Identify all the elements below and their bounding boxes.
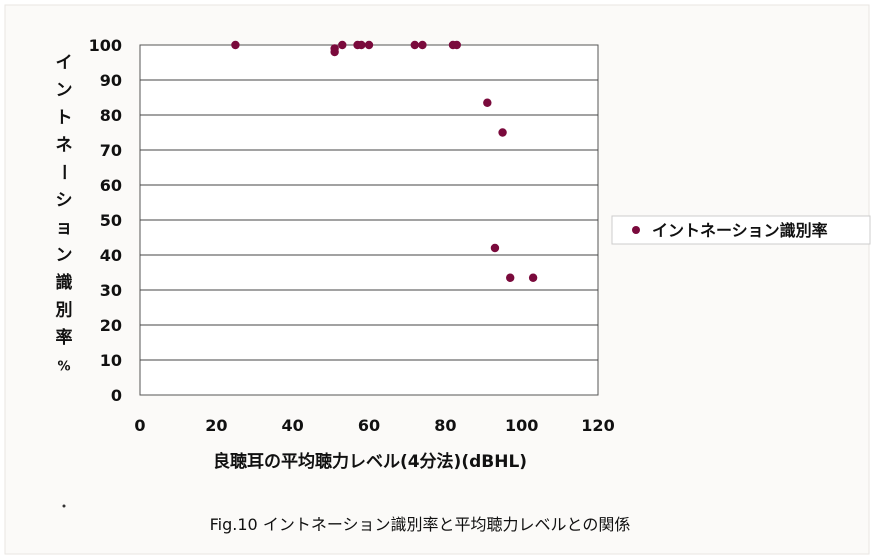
y-axis-title-char: ー — [53, 164, 73, 181]
x-axis-title: 良聴耳の平均聴力レベル(4分法)(dBHL) — [213, 451, 527, 472]
data-point — [528, 273, 538, 282]
y-axis-title-char: 別 — [55, 301, 73, 321]
gridlines — [140, 79, 598, 361]
data-point — [410, 40, 419, 50]
data-point — [338, 40, 347, 50]
data-point — [330, 47, 339, 57]
y-axis-title: イントネーション識別率% — [53, 53, 73, 375]
data-point — [364, 40, 374, 50]
y-axis-title-char: % — [57, 360, 70, 375]
y-axis-title-char: ト — [56, 108, 73, 128]
x-tick-label: 20 — [205, 416, 227, 435]
legend-marker — [632, 226, 640, 234]
x-tick-label: 0 — [134, 416, 145, 435]
x-tick-label: 80 — [434, 416, 456, 435]
data-point — [357, 40, 366, 50]
x-tick-label: 100 — [505, 416, 538, 435]
x-tick-label: 120 — [581, 416, 614, 435]
y-axis-ticks: 0 10 20 30 40 50 60 70 80 90 100 — [89, 36, 122, 405]
data-point — [418, 40, 427, 50]
y-tick-label: 20 — [100, 316, 122, 335]
data-point — [483, 98, 492, 107]
y-axis-title-char: イ — [56, 53, 73, 73]
x-tick-label: 40 — [282, 416, 304, 435]
figure-caption: Fig.10 イントネーション識別率と平均聴力レベルとの関係 — [210, 515, 631, 534]
data-points — [231, 40, 538, 282]
y-axis-title-char: ネ — [56, 136, 73, 156]
data-point — [452, 40, 461, 50]
y-tick-label: 10 — [100, 351, 122, 370]
speck-mark — [62, 504, 66, 508]
y-tick-label: 100 — [89, 36, 122, 55]
y-tick-label: 60 — [100, 176, 122, 195]
y-tick-label: 40 — [100, 246, 122, 265]
y-axis-title-char: ン — [56, 81, 73, 101]
y-tick-label: 90 — [100, 71, 122, 90]
data-point — [231, 40, 240, 50]
y-tick-label: 30 — [100, 281, 122, 300]
legend-label: イントネーション識別率 — [652, 221, 828, 240]
x-axis-ticks: 0 20 40 60 80 100 120 — [134, 416, 614, 435]
y-axis-title-char: 識 — [56, 272, 73, 293]
y-tick-label: 0 — [111, 386, 122, 405]
y-axis-title-char: ン — [56, 246, 73, 266]
y-tick-label: 80 — [100, 106, 122, 125]
y-axis-title-char: 率 — [56, 327, 73, 348]
legend-box — [611, 215, 871, 245]
y-axis-title-char: シ — [56, 191, 73, 211]
y-tick-label: 70 — [100, 141, 122, 160]
y-axis-title-char: ョ — [56, 218, 73, 238]
data-point — [498, 128, 507, 137]
x-tick-label: 60 — [358, 416, 380, 435]
y-tick-label: 50 — [100, 211, 122, 230]
data-point — [506, 273, 515, 282]
data-point — [490, 243, 500, 253]
